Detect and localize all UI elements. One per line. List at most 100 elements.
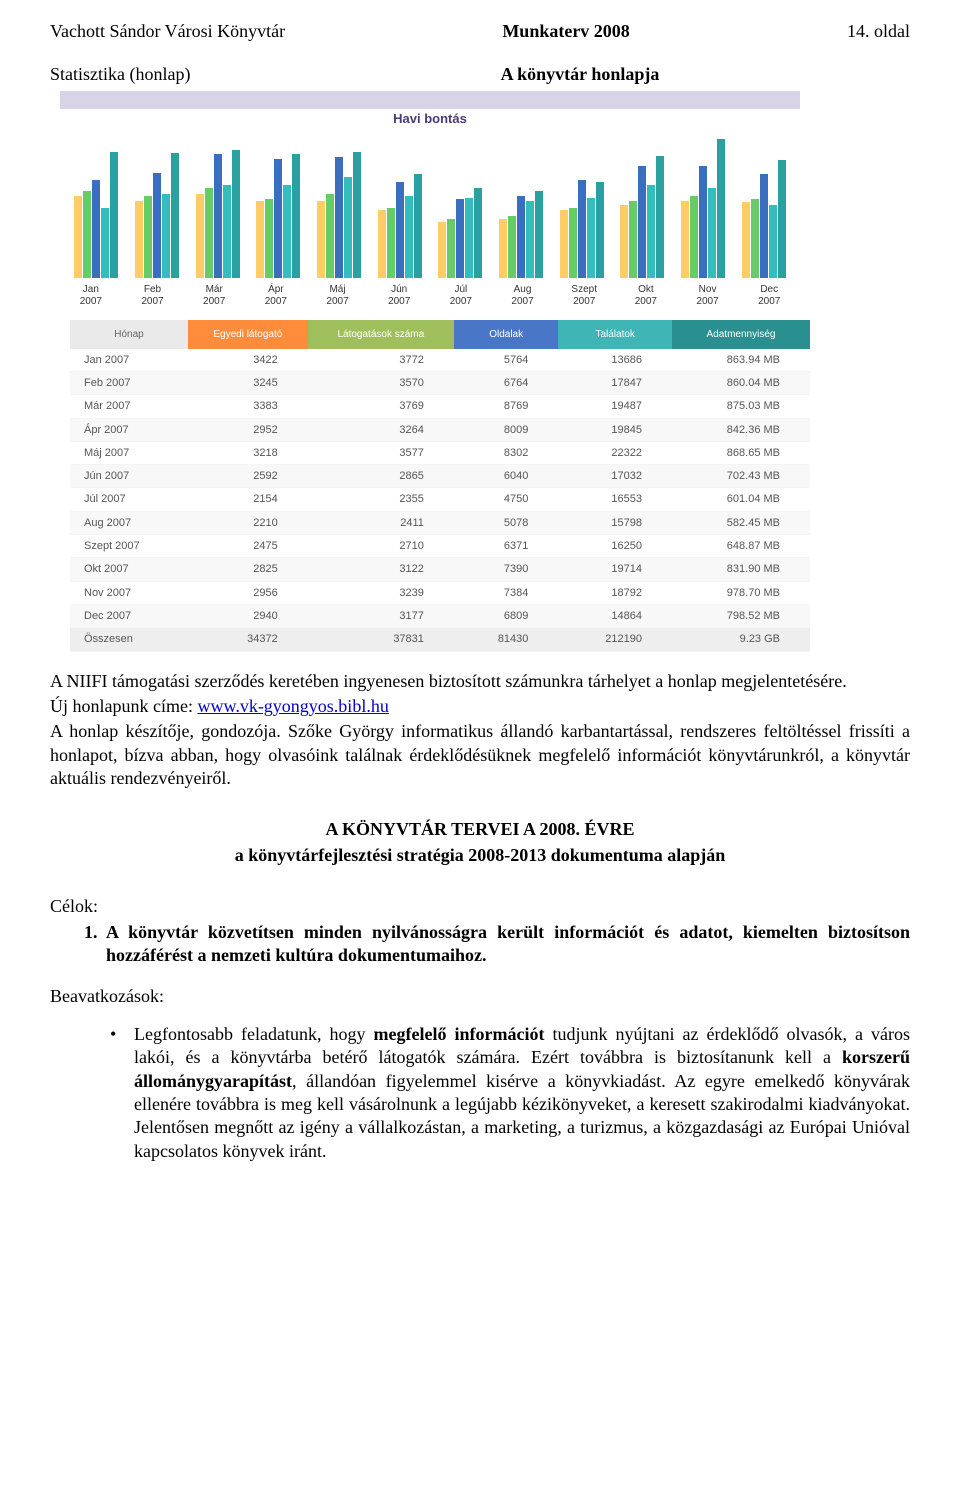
chart-bar [414,174,422,278]
chart-month-group [309,152,370,278]
table-cell: 22322 [558,441,672,464]
chart-bar [274,159,282,278]
interventions-list: Legfontosabb feladatunk, hogy megfelelő … [110,1023,910,1163]
table-cell: Jún 2007 [70,465,188,488]
table-cell: 3383 [188,395,308,418]
table-header-cell: Egyedi látogató [188,320,308,349]
chart-month-group [248,154,309,277]
table-cell: 798.52 MB [672,604,810,627]
x-label: Nov2007 [677,284,739,308]
chart-bar [317,201,325,278]
chart-bar [499,219,507,278]
text-bold: megfelelő információt [374,1024,545,1044]
chart-bar [101,208,109,278]
chart-bar [742,202,750,278]
chart-bar [560,210,568,277]
chart-month-group [733,160,794,278]
chart-month-group [66,152,127,278]
chart-bar [205,188,213,278]
table-cell: 6764 [454,371,559,394]
paragraph: A NIIFI támogatási szerződés keretében i… [50,670,910,693]
table-cell: 5078 [454,511,559,534]
table-cell: 3122 [308,558,454,581]
chart-bar [232,150,240,277]
chart-bar [214,154,222,277]
homepage-link[interactable]: www.vk-gyongyos.bibl.hu [197,696,388,716]
chart-bar [196,194,204,278]
chart-bar [135,201,143,278]
table-cell: 2355 [308,488,454,511]
table-cell: 6040 [454,465,559,488]
chart-bar [699,166,707,278]
table-cell: 3769 [308,395,454,418]
chart-bar [690,196,698,277]
chart-x-axis: Jan2007Feb2007Már2007Ápr2007Máj2007Jún20… [60,284,800,308]
chart-bar [681,201,689,278]
table-cell: Feb 2007 [70,371,188,394]
table-row: Ápr 200729523264800919845842.36 MB [70,418,810,441]
chart-bar [378,210,386,277]
chart-bar [769,205,777,278]
table-cell: 17032 [558,465,672,488]
table-cell: 37831 [308,628,454,651]
chart-month-group [673,139,734,278]
chart-bar [629,201,637,278]
chart-bar [326,194,334,278]
table-header-cell: Oldalak [454,320,559,349]
table-cell: Nov 2007 [70,581,188,604]
chart-bar [587,198,595,278]
x-label: Dec2007 [738,284,800,308]
chart-bar [83,191,91,278]
table-row: Aug 200722102411507815798582.45 MB [70,511,810,534]
chart-bar [74,196,82,277]
x-label: Júl2007 [430,284,492,308]
table-cell: 648.87 MB [672,535,810,558]
table-cell: 863.94 MB [672,349,810,372]
table-cell: 6371 [454,535,559,558]
stats-label: Statisztika (honlap) [50,63,250,86]
table-cell: 3772 [308,349,454,372]
table-cell: 978.70 MB [672,581,810,604]
header-left: Vachott Sándor Városi Könyvtár [50,20,285,43]
homepage-label: A könyvtár honlapja [250,63,910,86]
chart-bar [283,185,291,277]
section-subtitle: a könyvtárfejlesztési stratégia 2008-201… [50,844,910,867]
chart-bar [656,156,664,278]
table-cell: 831.90 MB [672,558,810,581]
x-label: Ápr2007 [245,284,307,308]
table-cell: 2411 [308,511,454,534]
goal-item: A könyvtár közvetítsen minden nyilvánoss… [102,921,910,968]
table-cell: Már 2007 [70,395,188,418]
table-cell: 3577 [308,441,454,464]
chart-bar [508,216,516,278]
chart-bar [751,199,759,277]
table-cell: 7384 [454,581,559,604]
chart-bar [638,166,646,278]
chart-bar [405,196,413,277]
table-cell: 19714 [558,558,672,581]
table-cell: 3218 [188,441,308,464]
table-row: Okt 200728253122739019714831.90 MB [70,558,810,581]
x-label: Már2007 [183,284,245,308]
table-cell: 16553 [558,488,672,511]
chart-bar [447,219,455,278]
table-cell: 19845 [558,418,672,441]
table-cell: 212190 [558,628,672,651]
table-cell: Szept 2007 [70,535,188,558]
panel-top-bar [60,91,800,109]
table-cell: 2865 [308,465,454,488]
table-row: Feb 200732453570676417847860.04 MB [70,371,810,394]
chart-bar [517,196,525,277]
table-cell: 15798 [558,511,672,534]
chart-bar [353,152,361,278]
chart-bar [535,191,543,278]
table-row: Nov 200729563239738418792978.70 MB [70,581,810,604]
table-cell: 14864 [558,604,672,627]
table-cell: Okt 2007 [70,558,188,581]
table-cell: 875.03 MB [672,395,810,418]
x-label: Feb2007 [122,284,184,308]
table-cell: 81430 [454,628,559,651]
goals-list: A könyvtár közvetítsen minden nyilvánoss… [102,921,910,968]
table-header-cell: Adatmennyiség [672,320,810,349]
table-cell: 16250 [558,535,672,558]
